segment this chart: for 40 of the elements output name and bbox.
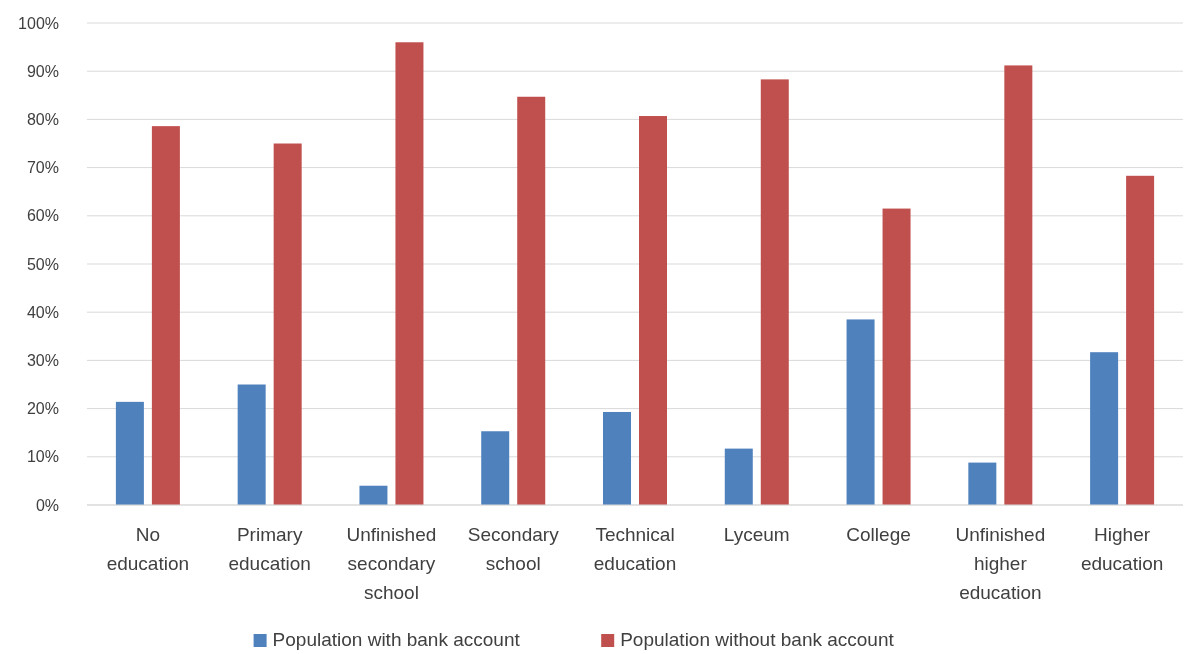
bar — [1126, 175, 1155, 505]
bar — [1004, 65, 1033, 505]
bar — [639, 116, 667, 505]
x-tick-label: Higher education — [1080, 524, 1164, 574]
bar — [151, 126, 180, 505]
y-tick-label: 50% — [26, 255, 59, 273]
bar — [395, 42, 424, 505]
y-tick-label: 100% — [18, 14, 59, 32]
y-tick-label: 70% — [26, 159, 59, 177]
bar — [882, 208, 911, 505]
bar — [517, 96, 546, 505]
x-tick-label: Unfinished higher education — [955, 524, 1046, 603]
y-tick-label: 20% — [26, 400, 59, 418]
x-tick-label: Secondary school — [467, 524, 560, 574]
y-tick-label: 0% — [35, 496, 59, 514]
bar — [603, 411, 631, 505]
bar — [846, 319, 875, 505]
x-tick-label: Primary education — [228, 524, 311, 574]
bar — [968, 462, 997, 505]
x-tick-label: Technical education — [593, 524, 677, 574]
x-tick-label: Unfinished secondary school — [346, 524, 437, 603]
y-tick-label: 30% — [26, 352, 59, 369]
bar — [1090, 352, 1119, 505]
y-tick-label: 90% — [26, 62, 59, 80]
bar — [760, 79, 789, 505]
bar — [115, 401, 144, 505]
legend-label: Population with bank account — [272, 629, 521, 650]
x-tick-label: Lyceum — [723, 524, 790, 545]
bar — [481, 431, 510, 505]
x-tick-label: College — [846, 524, 911, 545]
x-tick-label: No education — [106, 524, 190, 574]
bar — [237, 384, 266, 505]
y-tick-label: 60% — [26, 207, 59, 225]
bar — [273, 143, 302, 505]
y-tick-label: 40% — [26, 303, 59, 321]
bar — [724, 448, 753, 505]
y-tick-label: 80% — [26, 111, 59, 128]
y-tick-label: 10% — [26, 448, 59, 466]
bar — [359, 485, 388, 505]
legend-label: Population without bank account — [620, 629, 895, 650]
